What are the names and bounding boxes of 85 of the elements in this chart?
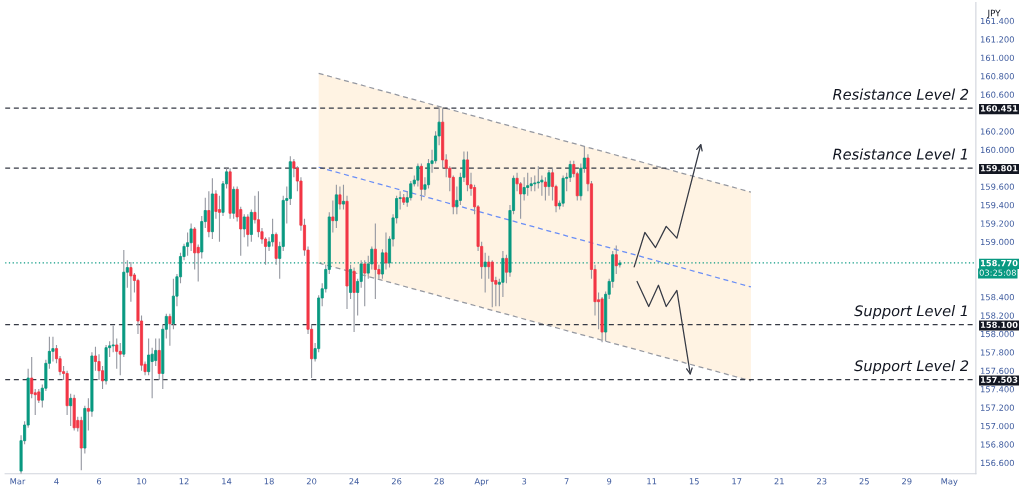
candlestick	[232, 186, 236, 220]
y-tick-label: 158.100	[980, 321, 1018, 328]
ref-line-label: Support Level 2	[854, 359, 969, 375]
candlestick	[189, 222, 193, 252]
candlestick	[129, 261, 133, 303]
candlestick	[614, 244, 618, 275]
y-tick-label: 160.600	[980, 91, 1014, 98]
y-axis-title: JPY	[987, 9, 1001, 18]
y-tick-label: 159.600	[980, 183, 1014, 190]
candlestick	[483, 252, 487, 294]
x-tick-label: 17	[732, 478, 742, 485]
candlestick	[118, 342, 122, 376]
candlestick	[384, 232, 388, 270]
y-tick-label: 160.451	[980, 105, 1018, 112]
y-tick-label: 156.600	[980, 459, 1014, 467]
y-tick-label: 160.800	[980, 73, 1014, 80]
x-tick-label: Apr	[474, 478, 489, 487]
x-tick-label: 24	[349, 478, 359, 485]
x-tick-label: 9	[607, 478, 612, 485]
candlestick	[69, 393, 73, 427]
y-tick-label: 157.503	[980, 376, 1018, 383]
x-tick-label: 26	[391, 478, 402, 485]
y-tick-label: 158.400	[980, 294, 1014, 301]
text: 03:25:08	[979, 269, 1016, 276]
x-tick-label: 11	[647, 478, 657, 485]
y-tick-label: 157.800	[980, 349, 1014, 356]
y-tick-label: 157.200	[980, 404, 1014, 411]
candlestick	[504, 254, 508, 284]
candlestick	[157, 337, 161, 381]
x-tick-label: 3	[522, 478, 527, 485]
candlestick	[207, 190, 211, 238]
x-tick-label: 18	[264, 478, 274, 485]
x-tick-label: 15	[689, 478, 699, 485]
candlestick	[271, 218, 275, 247]
candlestick	[419, 163, 423, 201]
candlestick	[30, 356, 34, 399]
candlestick	[522, 176, 526, 201]
y-tick-label: 161.200	[980, 36, 1014, 43]
candlestick	[490, 259, 494, 308]
y-tick-label: 159.400	[980, 201, 1014, 209]
candlestick	[547, 169, 551, 197]
candlestick	[111, 325, 115, 353]
y-tick-label: 157.600	[980, 367, 1014, 374]
y-tick-label: 160.200	[980, 128, 1014, 135]
x-tick-label: 10	[137, 478, 147, 485]
x-tick-label: 14	[222, 478, 232, 485]
ref-line-label: Support Level 1	[854, 305, 967, 320]
y-tick-label: 158.000	[980, 330, 1014, 338]
y-tick-label: 160.000	[980, 146, 1014, 154]
y-tick-label: 159.200	[980, 220, 1014, 227]
y-tick-label: 157.400	[980, 386, 1014, 393]
candlestick	[331, 199, 335, 234]
candlestick	[487, 255, 491, 280]
candlestick	[338, 186, 342, 211]
x-tick-label: 29	[902, 478, 912, 485]
x-tick-label: May	[941, 478, 958, 487]
y-tick-label: 158.200	[980, 312, 1014, 319]
x-tick-label: 6	[96, 478, 102, 485]
candlestick	[341, 184, 345, 211]
ref-line-label: Resistance Level 2	[832, 88, 969, 100]
y-tick-label: 157.000	[980, 422, 1014, 430]
y-tick-label: 158.770	[980, 259, 1018, 267]
x-tick-label: 20	[306, 478, 317, 485]
candlestick	[193, 226, 197, 270]
y-tick-label: 159.801	[980, 165, 1018, 172]
ref-line-label: Resistance Level 1	[832, 148, 967, 160]
y-tick-label: 159.000	[980, 238, 1014, 246]
candlestick	[86, 397, 90, 432]
x-tick-label: 12	[179, 478, 189, 485]
x-tick-label: 7	[564, 478, 569, 485]
candlestick	[352, 267, 356, 333]
x-tick-label: 28	[434, 478, 444, 485]
x-tick-label: 25	[859, 478, 869, 485]
x-tick-label: 23	[817, 478, 827, 485]
y-tick-label: 156.800	[980, 441, 1014, 448]
candlestick	[168, 313, 172, 347]
candlestick	[242, 213, 246, 238]
candlestick	[416, 163, 420, 188]
candlestick	[246, 213, 250, 247]
x-tick-label: 4	[54, 478, 59, 485]
x-tick-label: Mar	[10, 478, 26, 485]
candlestick	[543, 176, 547, 201]
y-tick-label: 161.400	[980, 17, 1014, 25]
y-tick-label: 161.000	[980, 54, 1014, 61]
x-tick-label: 21	[774, 478, 784, 485]
